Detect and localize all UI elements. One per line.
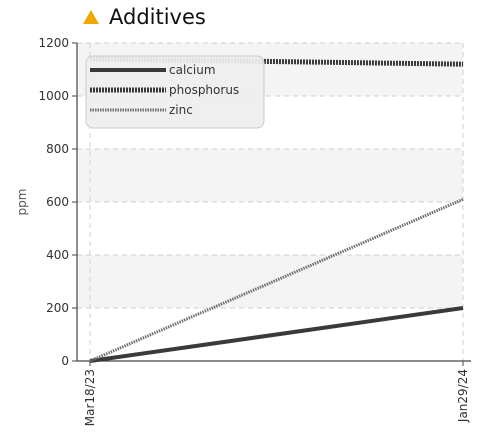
legend-label-zinc[interactable]: zinc (169, 103, 193, 117)
y-axis-label: ppm (15, 189, 29, 216)
y-tick-label: 200 (46, 301, 69, 315)
legend-label-calcium[interactable]: calcium (169, 63, 216, 77)
series-line-zinc (89, 197, 464, 363)
x-tick-label: Mar18/23 (83, 369, 97, 426)
grid-band (77, 255, 463, 308)
y-tick-label: 0 (61, 354, 69, 368)
y-tick-label: 800 (46, 142, 69, 156)
x-tick-label: Jan29/24 (456, 369, 470, 423)
y-tick-label: 1200 (38, 36, 69, 50)
grid-band (77, 149, 463, 202)
chart-legend[interactable]: calcium phosphorus zinc (85, 55, 265, 129)
chart-title: Additives (109, 5, 206, 29)
warning-triangle-icon (83, 10, 99, 24)
legend-label-phosphorus[interactable]: phosphorus (169, 83, 239, 97)
y-tick-label: 1000 (38, 89, 69, 103)
chart-title-bar: Additives (82, 4, 206, 30)
y-tick-label: 400 (46, 248, 69, 262)
y-tick-label: 600 (46, 195, 69, 209)
series-line-phosphorus (89, 56, 464, 67)
series-line-calcium (89, 306, 464, 363)
